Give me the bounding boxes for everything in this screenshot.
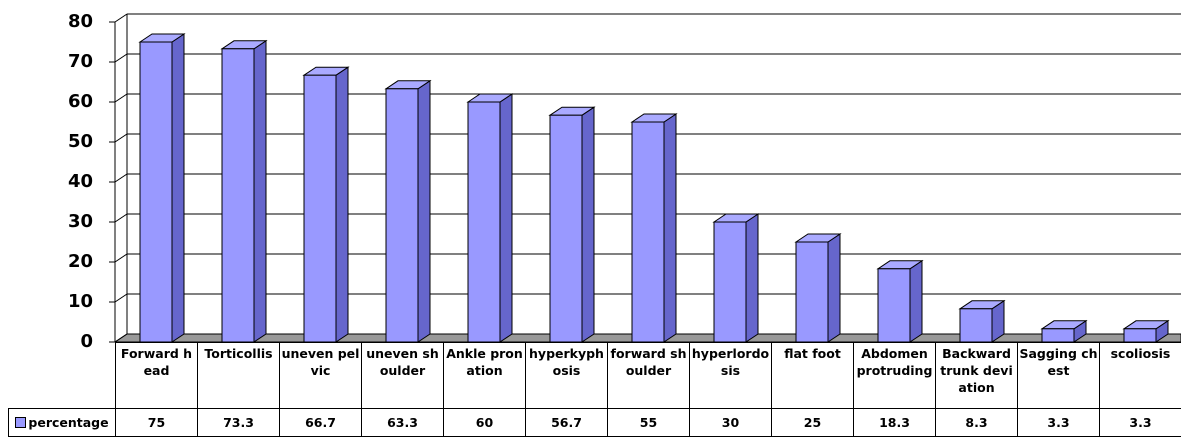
value-cell: 56.7 <box>525 408 608 437</box>
bar-side <box>417 79 431 343</box>
x-tick-label: Torticollis <box>197 342 280 409</box>
x-tick-label: uneven pelvic <box>279 342 362 409</box>
value-cell: 66.7 <box>279 408 362 437</box>
y-tick-label: 80 <box>68 11 93 32</box>
y-tick-label: 40 <box>68 171 93 192</box>
bar <box>713 221 747 343</box>
grid-line <box>114 13 128 23</box>
value-cell: 75 <box>115 408 198 437</box>
bar-side <box>663 113 677 343</box>
bar-side <box>909 259 923 343</box>
y-tick-label: 10 <box>68 291 93 312</box>
x-tick-label: hyperkyphosis <box>525 342 608 409</box>
bar <box>385 88 419 343</box>
bar <box>139 41 173 343</box>
grid-line <box>114 173 128 183</box>
grid-line <box>114 133 128 143</box>
value-cell: 3.3 <box>1017 408 1100 437</box>
bar <box>631 121 665 343</box>
x-tick-label: Ankle pronation <box>443 342 526 409</box>
bar-side <box>499 93 513 343</box>
bar <box>221 48 255 343</box>
value-cell: 25 <box>771 408 854 437</box>
value-cell: 3.3 <box>1099 408 1181 437</box>
value-cell: 55 <box>607 408 690 437</box>
bar-side <box>335 66 349 343</box>
y-tick-label: 60 <box>68 91 93 112</box>
bar <box>795 241 829 343</box>
x-tick-label: Backward trunk deviation <box>935 342 1018 409</box>
grid-line <box>114 93 128 103</box>
legend-cell: percentage <box>8 408 116 437</box>
y-tick-label: 70 <box>68 51 93 72</box>
grid-line <box>114 53 128 63</box>
y-tick-label: 20 <box>68 251 93 272</box>
bar <box>1041 328 1075 343</box>
value-cell: 60 <box>443 408 526 437</box>
grid-line <box>114 253 128 263</box>
x-tick-label: Sagging chest <box>1017 342 1100 409</box>
grid-line <box>114 293 128 303</box>
value-cell: 8.3 <box>935 408 1018 437</box>
value-cell: 18.3 <box>853 408 936 437</box>
y-tick-label: 30 <box>68 211 93 232</box>
x-tick-label: scoliosis <box>1099 342 1181 409</box>
x-tick-label: hyperlordosis <box>689 342 772 409</box>
legend-label: percentage <box>28 415 109 430</box>
x-tick-label: flat foot <box>771 342 854 409</box>
bar-side <box>253 39 267 343</box>
grid-line <box>114 333 128 343</box>
bar-side <box>581 106 595 343</box>
value-cell: 73.3 <box>197 408 280 437</box>
grid-line <box>114 213 128 223</box>
legend-swatch <box>15 417 27 428</box>
bar <box>549 114 583 343</box>
bar-side <box>745 213 759 343</box>
bar-side <box>171 33 185 343</box>
value-cell: 30 <box>689 408 772 437</box>
bar-side <box>827 233 841 343</box>
bar <box>1123 328 1157 343</box>
x-tick-label: Abdomen protruding <box>853 342 936 409</box>
bar <box>877 268 911 343</box>
y-tick-label: 0 <box>80 331 93 352</box>
y-tick-label: 50 <box>68 131 93 152</box>
x-tick-label: uneven shoulder <box>361 342 444 409</box>
bar <box>959 308 993 343</box>
value-cell: 63.3 <box>361 408 444 437</box>
x-tick-label: forward shoulder <box>607 342 690 409</box>
bar <box>303 74 337 343</box>
bar <box>467 101 501 343</box>
x-tick-label: Forward head <box>115 342 198 409</box>
